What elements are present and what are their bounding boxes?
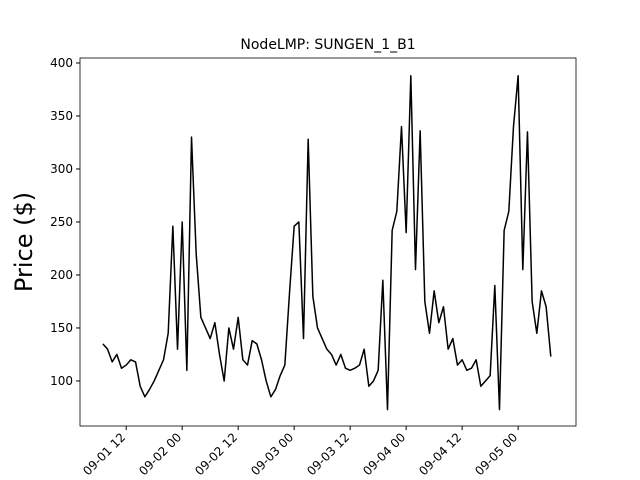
y-tick-label: 350 (50, 109, 73, 123)
y-tick-label: 300 (50, 162, 73, 176)
y-tick-label: 400 (50, 56, 73, 70)
x-tick-label: 09-05 00 (472, 430, 520, 478)
x-tick-label: 09-01 12 (80, 430, 128, 478)
x-tick-label: 09-03 00 (248, 430, 296, 478)
y-tick-label: 250 (50, 215, 73, 229)
y-tick-label: 100 (50, 374, 73, 388)
y-axis-label: Price ($) (10, 192, 38, 292)
x-tick-label: 09-03 12 (304, 430, 352, 478)
plot-frame (79, 57, 577, 427)
y-tick-label: 200 (50, 268, 73, 282)
x-tick-label: 09-02 00 (136, 430, 184, 478)
y-tick-label: 150 (50, 321, 73, 335)
price-line (102, 74, 552, 411)
x-tick-label: 09-04 00 (360, 430, 408, 478)
x-tick-label: 09-02 12 (192, 430, 240, 478)
chart-title: NodeLMP: SUNGEN_1_B1 (240, 37, 415, 53)
x-tick-label: 09-04 12 (416, 430, 464, 478)
